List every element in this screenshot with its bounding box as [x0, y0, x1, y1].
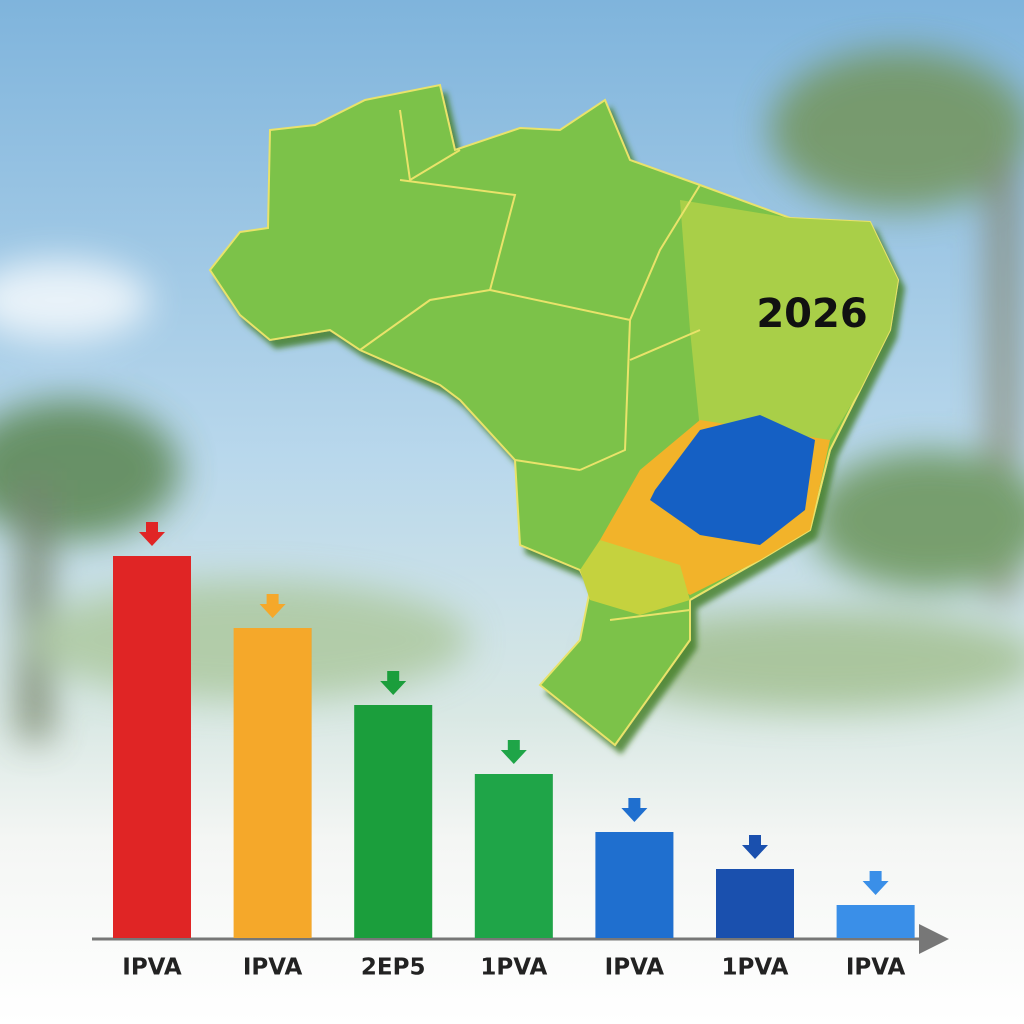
brazil-map: [208, 83, 900, 747]
map-borders: [359, 109, 701, 621]
bar: [233, 628, 312, 938]
bar: [113, 556, 191, 938]
map-region: [650, 415, 815, 545]
bar-arrow: [621, 798, 648, 822]
map-region: [680, 200, 898, 440]
bar-arrow: [742, 835, 768, 859]
bar-arrow: [380, 671, 407, 695]
x-tick-label: IPVA: [605, 955, 665, 981]
bar: [354, 705, 433, 938]
bar-arrow: [259, 594, 286, 618]
bar-arrow: [139, 522, 165, 546]
x-tick-label: IPVA: [243, 955, 303, 981]
bar: [836, 905, 915, 938]
bar-arrow: [500, 740, 527, 764]
bar: [474, 774, 553, 938]
map-region: [580, 540, 690, 615]
map-year: 2026: [756, 291, 867, 337]
x-tick-label: IPVA: [846, 955, 906, 981]
x-tick-label: 1PVA: [722, 955, 789, 981]
bar-arrow: [862, 871, 889, 895]
bar: [716, 869, 794, 938]
bar: [595, 832, 674, 938]
x-tick-label: IPVA: [122, 955, 182, 981]
x-tick-label: 2EP5: [361, 955, 426, 981]
x-tick-label: 1PVA: [480, 955, 547, 981]
